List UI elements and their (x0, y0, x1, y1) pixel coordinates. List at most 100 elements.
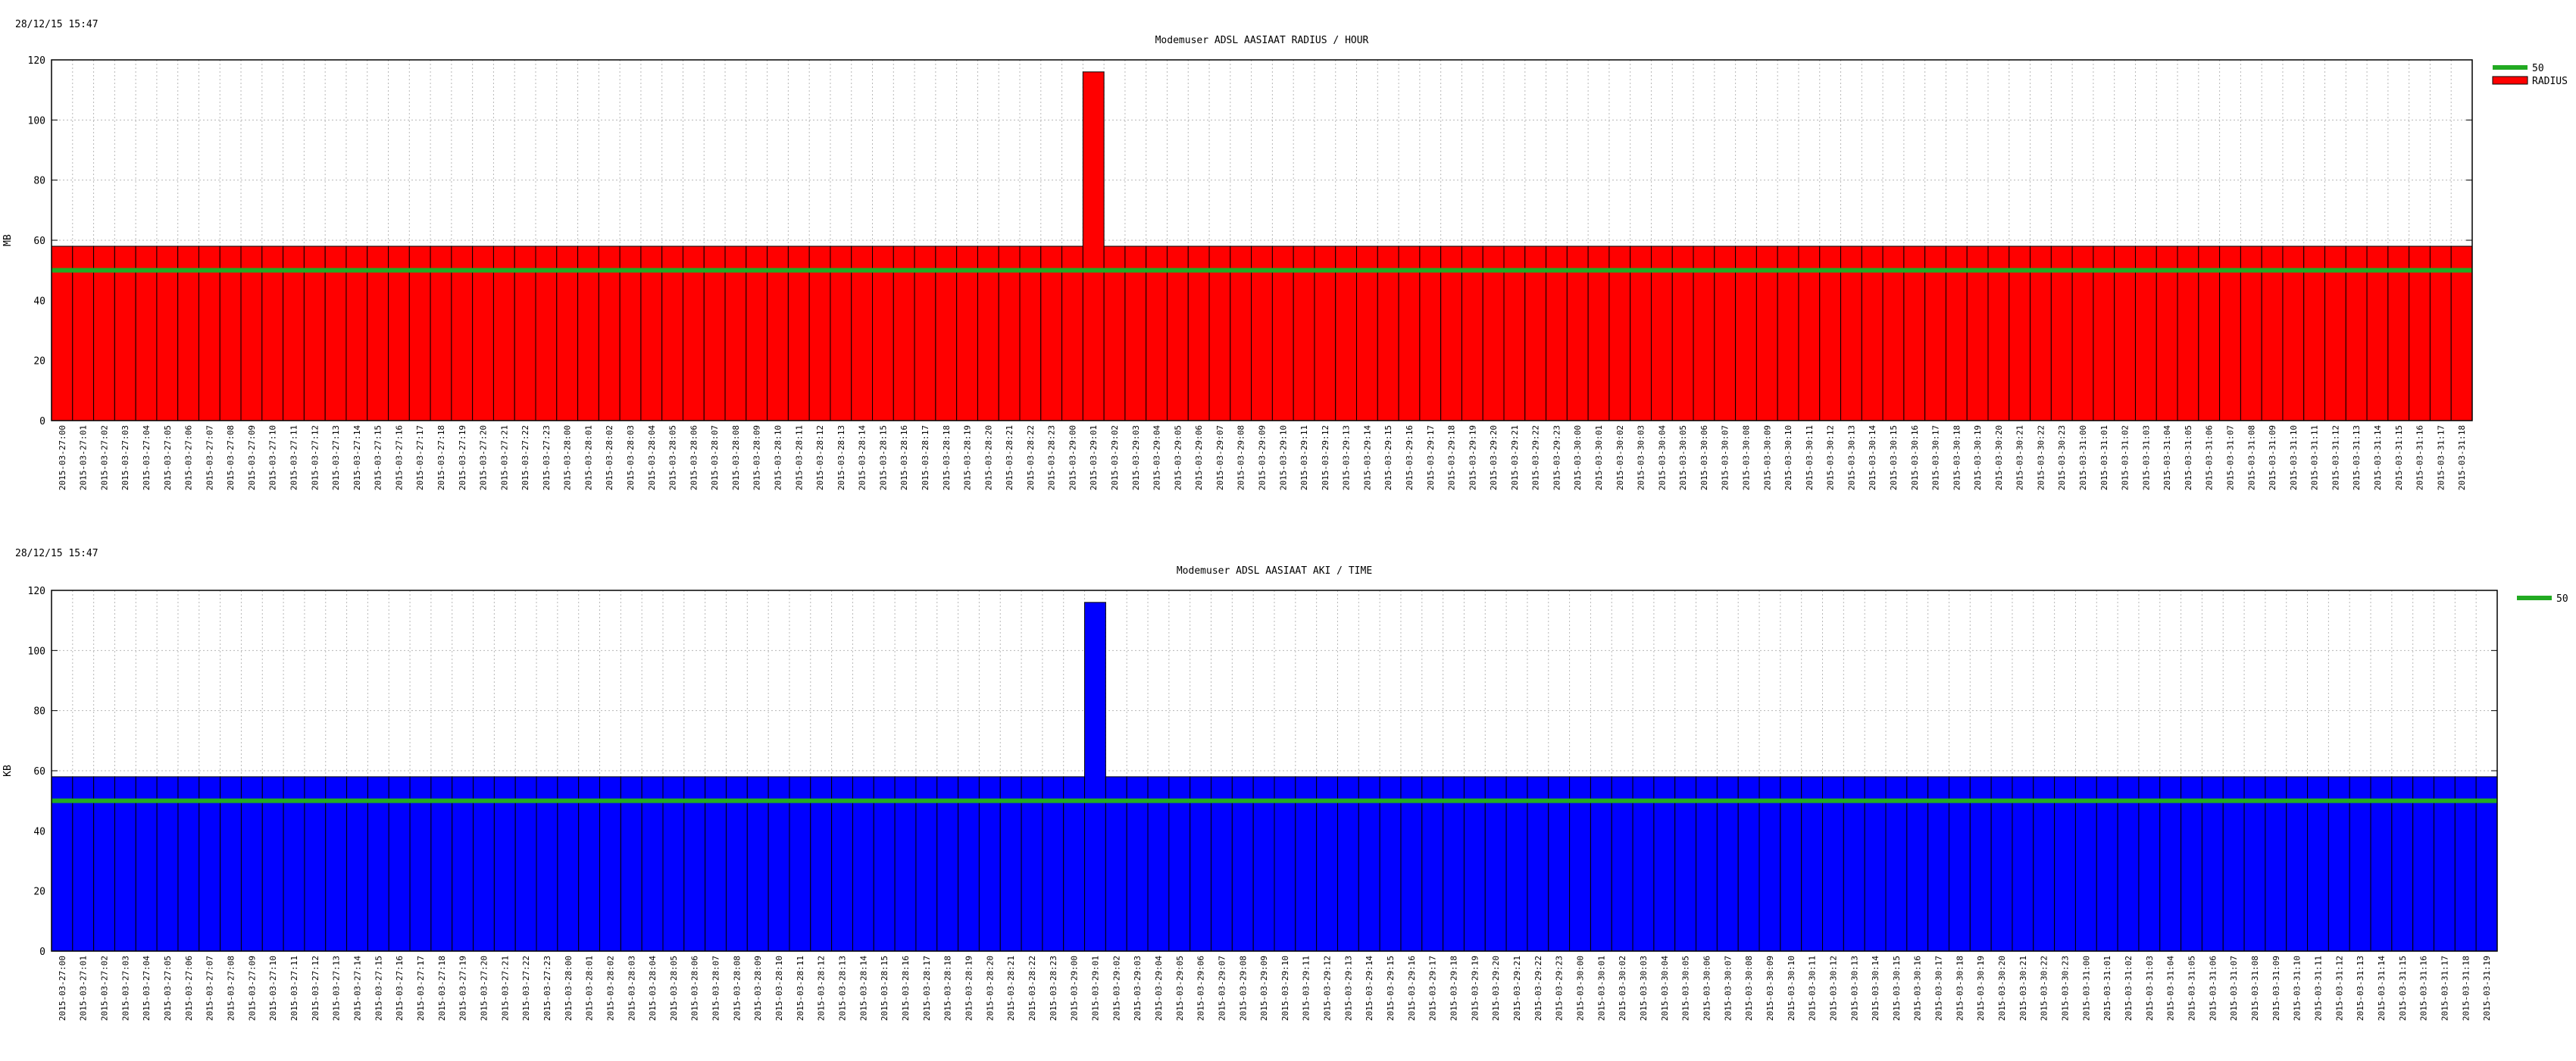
bar (1966, 246, 1989, 421)
bar (304, 776, 327, 952)
x-tick-label: 2015-03-30:08 (1744, 956, 1754, 1021)
x-tick-label: 2015-03-29:09 (1259, 956, 1269, 1021)
x-tick-label: 2015-03-29:00 (1068, 425, 1077, 490)
x-tick-label: 2015-03-31:12 (2334, 956, 2344, 1021)
bar (177, 246, 199, 421)
bar (1358, 776, 1380, 952)
x-tick-label: 2015-03-31:18 (2461, 956, 2471, 1021)
x-tick-label: 2015-03-27:12 (311, 956, 320, 1021)
y-tick-label: 80 (33, 176, 45, 187)
bar (493, 776, 516, 952)
x-tick-label: 2015-03-31:08 (2250, 956, 2260, 1021)
x-tick-label: 2015-03-27:12 (310, 425, 320, 490)
x-tick-label: 2015-03-31:09 (2268, 425, 2277, 490)
bar (1230, 246, 1252, 421)
x-tick-label: 2015-03-28:17 (922, 956, 932, 1021)
bar (198, 246, 220, 421)
x-tick-label: 2015-03-27:01 (79, 956, 89, 1021)
x-tick-label: 2015-03-28:17 (921, 425, 930, 490)
bar (408, 246, 431, 421)
x-tick-label: 2015-03-28:16 (899, 425, 909, 490)
x-tick-label: 2015-03-28:02 (605, 425, 614, 490)
bar (1168, 776, 1191, 952)
x-tick-label: 2015-03-30:00 (1576, 956, 1586, 1021)
bar (620, 776, 642, 952)
x-tick-label: 2015-03-27:14 (352, 425, 362, 490)
y-tick-label: 40 (33, 296, 45, 307)
bar (1440, 246, 1462, 421)
x-tick-label: 2015-03-30:17 (1934, 956, 1944, 1021)
x-tick-label: 2015-03-28:21 (1006, 956, 1016, 1021)
bar (1969, 776, 1992, 952)
bar (388, 776, 411, 952)
x-tick-label: 2015-03-27:08 (226, 425, 236, 490)
x-tick-label: 2015-03-31:04 (2166, 956, 2176, 1021)
bar (893, 246, 915, 421)
x-tick-label: 2015-03-28:09 (752, 425, 762, 490)
bar (915, 776, 938, 952)
x-tick-label: 2015-03-27:20 (479, 956, 489, 1021)
x-tick-label: 2015-03-28:10 (774, 956, 784, 1021)
plot-frame (51, 59, 2473, 421)
x-tick-label: 2015-03-27:06 (184, 425, 194, 490)
x-tick-label: 2015-03-30:03 (1637, 425, 1646, 490)
bar (2387, 246, 2410, 421)
bar (1924, 246, 1946, 421)
x-tick-label: 2015-03-29:08 (1236, 425, 1246, 490)
x-tick-label: 2015-03-29:14 (1365, 956, 1374, 1021)
plot-frame (51, 590, 2498, 952)
x-tick-label: 2015-03-29:07 (1217, 956, 1227, 1021)
x-tick-label: 2015-03-27:18 (437, 956, 447, 1021)
x-tick-label: 2015-03-31:16 (2419, 956, 2429, 1021)
x-tick-label: 2015-03-27:11 (289, 956, 299, 1021)
x-tick-label: 2015-03-28:15 (880, 956, 889, 1021)
x-tick-label: 2015-03-27:23 (542, 956, 552, 1021)
chart-2: 28/12/15 15:47 Modemuser ADSL AASIAAT AKI… (2, 548, 2568, 1021)
x-tick-label: 2015-03-28:15 (878, 425, 888, 490)
bar (1335, 246, 1358, 421)
bar (2366, 246, 2389, 421)
x-tick-label: 2015-03-29:11 (1299, 425, 1309, 490)
bar (1693, 246, 1715, 421)
bar (2243, 776, 2266, 952)
bar (261, 246, 284, 421)
bar (1801, 776, 1824, 952)
x-tick-label: 2015-03-28:00 (564, 956, 574, 1021)
x-tick-label: 2015-03-27:00 (58, 425, 67, 490)
x-tick-label: 2015-03-29:06 (1194, 425, 1204, 490)
bar (473, 776, 495, 952)
x-tick-label: 2015-03-28:16 (901, 956, 911, 1021)
x-tick-label: 2015-03-27:09 (247, 425, 257, 490)
x-tick-label: 2015-03-29:09 (1258, 425, 1268, 490)
x-tick-label: 2015-03-29:23 (1552, 425, 1562, 490)
x-tick-label: 2015-03-29:03 (1133, 956, 1143, 1021)
bar (1671, 246, 1694, 421)
bar (2054, 776, 2076, 952)
x-tick-label: 2015-03-27:10 (268, 425, 278, 490)
bar (1819, 246, 1842, 421)
y-tick-label: 60 (33, 236, 45, 247)
bar (367, 246, 389, 421)
bar (1885, 776, 1908, 952)
bar (2307, 776, 2329, 952)
bar (135, 246, 158, 421)
x-tick-label: 2015-03-27:04 (142, 425, 152, 490)
bar (240, 776, 263, 952)
bar (2370, 776, 2393, 952)
bar (1630, 246, 1652, 421)
bar (2434, 776, 2456, 952)
x-tick-label: 2015-03-30:09 (1765, 956, 1775, 1021)
legend-label: 50 (2532, 63, 2544, 74)
x-tick-label: 2015-03-31:03 (2141, 425, 2151, 490)
x-tick-label: 2015-03-29:04 (1152, 425, 1162, 490)
x-tick-label: 2015-03-31:05 (2187, 956, 2197, 1021)
bar (1987, 246, 2010, 421)
bar (345, 246, 368, 421)
x-tick-label: 2015-03-30:19 (1976, 956, 1986, 1021)
x-tick-label: 2015-03-27:09 (247, 956, 257, 1021)
x-tick-label: 2015-03-27:15 (374, 425, 383, 490)
x-tick-label: 2015-03-29:02 (1111, 956, 1121, 1021)
x-tick-label: 2015-03-31:14 (2377, 956, 2387, 1021)
x-tick-label: 2015-03-27:10 (268, 956, 278, 1021)
y-tick-label: 120 (28, 55, 45, 67)
